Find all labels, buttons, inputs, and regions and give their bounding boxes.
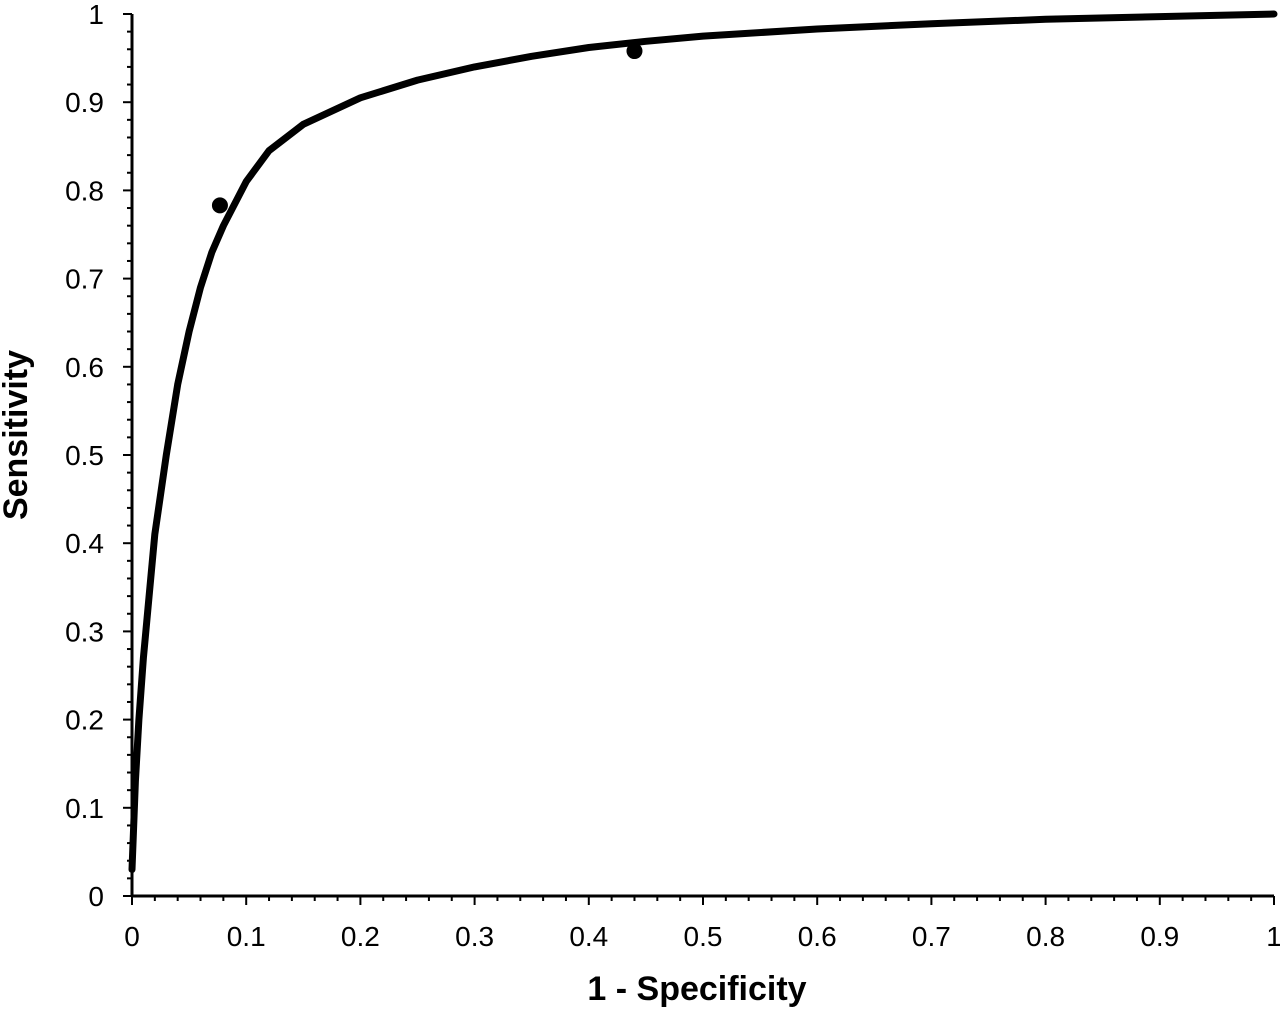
y-tick-label: 0.7	[65, 264, 104, 295]
tick-labels: 0 0.1 0.2 0.3 0.4 0.5 0.6 0.7 0.8 0.9 1 0 0.1 0.2 0.3 0…	[65, 0, 1280, 952]
y-tick-label: 0.5	[65, 440, 104, 471]
x-tick-label: 0.5	[684, 921, 723, 952]
y-tick-label: 0.6	[65, 352, 104, 383]
x-tick-label: 1	[1266, 921, 1280, 952]
y-tick-label: 0.1	[65, 793, 104, 824]
axes	[130, 14, 1274, 898]
x-axis-title: 1 - Specificity	[587, 970, 806, 1008]
data-point	[211, 197, 228, 214]
x-tick-label: 0	[124, 921, 140, 952]
series	[128, 10, 1278, 873]
x-tick-label: 0.8	[1026, 921, 1065, 952]
x-tick-label: 0.9	[1140, 921, 1179, 952]
y-tick-label: 0.3	[65, 616, 104, 647]
y-axis-title: Sensitivity	[0, 350, 35, 520]
x-tick-label: 0.4	[569, 921, 608, 952]
y-tick-label: 0.9	[65, 87, 104, 118]
y-tick-label: 0.8	[65, 175, 104, 206]
x-tick-label: 0.7	[912, 921, 951, 952]
y-tick-label: 0.2	[65, 705, 104, 736]
x-tick-label: 0.2	[341, 921, 380, 952]
x-tick-label: 0.1	[227, 921, 266, 952]
x-tick-label: 0.6	[798, 921, 837, 952]
y-tick-label: 0.4	[65, 528, 104, 559]
roc-curve-line	[128, 10, 1278, 873]
y-tick-label: 0	[88, 881, 104, 912]
data-point	[626, 43, 643, 60]
x-tick-label: 0.3	[455, 921, 494, 952]
ticks	[123, 13, 1275, 905]
y-tick-label: 1	[88, 0, 104, 30]
